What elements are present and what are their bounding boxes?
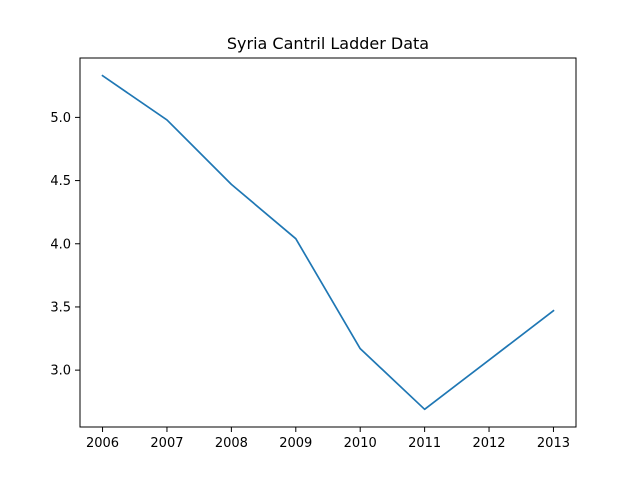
x-tick-label: 2010 [344, 436, 377, 451]
x-tick-label: 2009 [279, 436, 312, 451]
y-tick-label: 3.5 [50, 300, 71, 315]
chart-title: Syria Cantril Ladder Data [227, 34, 429, 53]
x-tick-label: 2013 [537, 436, 570, 451]
x-tick-label: 2008 [215, 436, 248, 451]
plot-area: 2006 2007 2008 2009 2010 2011 2012 2013 3.0 3.5 4.… [50, 57, 577, 451]
y-tick-label: 5.0 [50, 111, 71, 126]
x-tick-label: 2007 [150, 436, 183, 451]
y-tick-label: 4.5 [50, 174, 71, 189]
y-tick-label: 4.0 [50, 237, 71, 252]
x-tick-label: 2011 [408, 436, 441, 451]
x-tick-label: 2012 [472, 436, 505, 451]
series-line-0 [101, 74, 555, 411]
x-tick-label: 2006 [86, 436, 119, 451]
y-tick-label: 3.0 [50, 364, 71, 379]
plot-frame [79, 57, 577, 428]
